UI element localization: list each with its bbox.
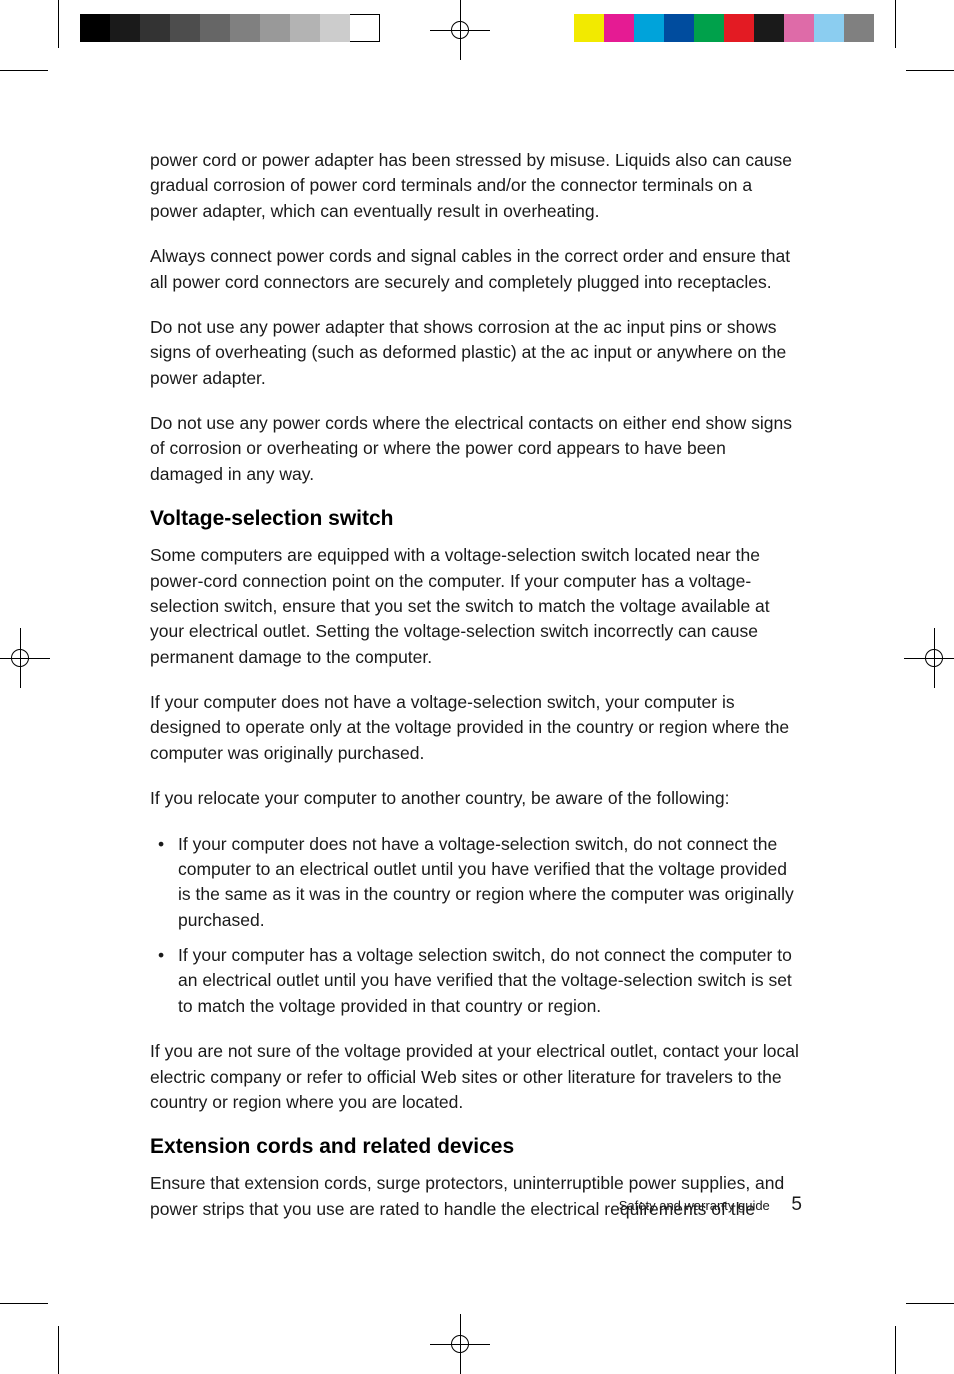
page-footer: Safety and warranty guide 5 (619, 1194, 802, 1216)
section-heading-extension-cords: Extension cords and related devices (150, 1135, 802, 1159)
crop-mark-icon (0, 1303, 48, 1304)
bullet-list: If your computer does not have a voltage… (150, 832, 802, 1020)
crop-mark-icon (906, 1303, 954, 1304)
crop-mark-icon (0, 70, 48, 71)
print-grayscale-bar (80, 14, 380, 42)
list-item: If your computer has a voltage selection… (150, 943, 802, 1019)
crop-mark-icon (906, 70, 954, 71)
page: power cord or power adapter has been str… (0, 0, 954, 1374)
body-paragraph: If your computer does not have a voltage… (150, 690, 802, 766)
registration-mark-top-icon (430, 0, 490, 60)
crop-mark-icon (58, 0, 59, 48)
body-paragraph: If you are not sure of the voltage provi… (150, 1039, 802, 1115)
registration-mark-right-icon (904, 628, 954, 688)
body-paragraph: If you relocate your computer to another… (150, 786, 802, 811)
section-heading-voltage: Voltage-selection switch (150, 507, 802, 531)
print-color-bar (574, 14, 874, 42)
crop-mark-icon (895, 1326, 896, 1374)
registration-mark-bottom-icon (430, 1314, 490, 1374)
body-paragraph: Some computers are equipped with a volta… (150, 543, 802, 670)
list-item: If your computer does not have a voltage… (150, 832, 802, 934)
registration-mark-left-icon (0, 628, 50, 688)
body-paragraph: Do not use any power adapter that shows … (150, 315, 802, 391)
crop-mark-icon (58, 1326, 59, 1374)
crop-mark-icon (895, 0, 896, 48)
body-paragraph: Always connect power cords and signal ca… (150, 244, 802, 295)
page-number: 5 (791, 1194, 802, 1215)
page-content: power cord or power adapter has been str… (150, 148, 802, 1242)
body-paragraph: power cord or power adapter has been str… (150, 148, 802, 224)
footer-label: Safety and warranty guide (619, 1198, 770, 1213)
body-paragraph: Do not use any power cords where the ele… (150, 411, 802, 487)
